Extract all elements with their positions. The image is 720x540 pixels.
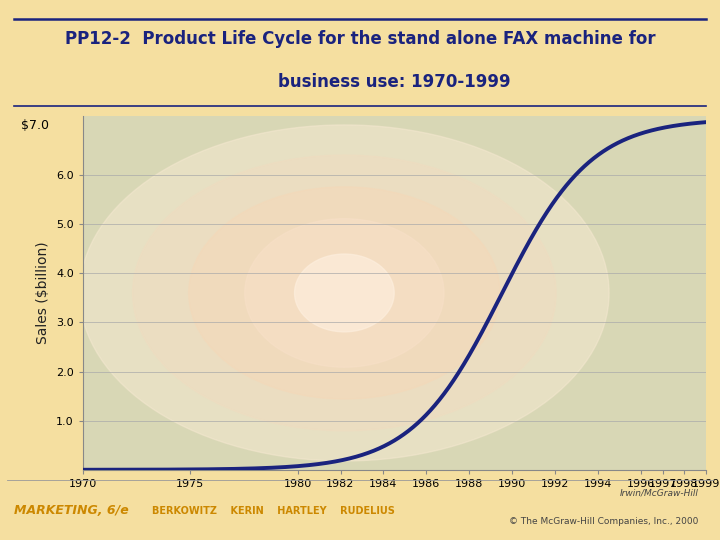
Text: PP12-2  Product Life Cycle for the stand alone FAX machine for: PP12-2 Product Life Cycle for the stand … (65, 30, 655, 48)
Text: BERKOWITZ    KERIN    HARTLEY    RUDELIUS: BERKOWITZ KERIN HARTLEY RUDELIUS (152, 506, 395, 516)
Ellipse shape (132, 155, 556, 431)
Text: $7.0: $7.0 (21, 119, 48, 132)
Y-axis label: Sales ($billion): Sales ($billion) (37, 241, 50, 345)
Text: © The McGraw-Hill Companies, Inc., 2000: © The McGraw-Hill Companies, Inc., 2000 (509, 517, 698, 526)
Text: MARKETING, 6/e: MARKETING, 6/e (14, 504, 129, 517)
Ellipse shape (80, 125, 609, 461)
Text: Irwin/McGraw-Hill: Irwin/McGraw-Hill (619, 489, 698, 498)
Ellipse shape (294, 254, 395, 332)
Ellipse shape (245, 219, 444, 367)
Ellipse shape (189, 187, 500, 399)
Text: business use: 1970-1999: business use: 1970-1999 (210, 73, 510, 91)
